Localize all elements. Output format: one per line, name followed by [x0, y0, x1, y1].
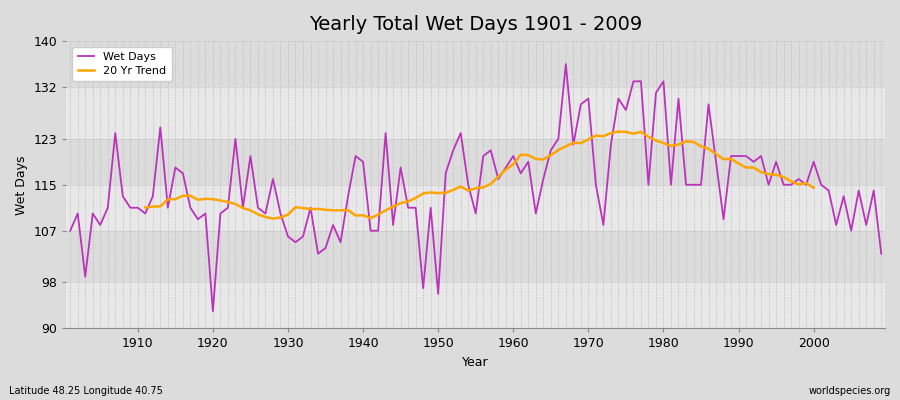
Bar [67, 41, 885, 87]
20 Yr Trend [335, 208, 346, 213]
Wet Days [613, 96, 624, 101]
Legend: Wet Days, 20 Yr Trend: Wet Days, 20 Yr Trend [72, 47, 172, 81]
Y-axis label: Wet Days: Wet Days [15, 155, 28, 214]
20 Yr Trend [500, 167, 511, 172]
Line: 20 Yr Trend: 20 Yr Trend [145, 132, 814, 219]
20 Yr Trend [598, 134, 608, 139]
Wet Days [298, 234, 309, 239]
Wet Days [208, 309, 219, 314]
Bar [67, 185, 885, 231]
Wet Days [876, 251, 886, 256]
Bar [67, 231, 885, 282]
Bar [67, 282, 885, 328]
X-axis label: Year: Year [463, 356, 489, 369]
Wet Days [516, 171, 526, 176]
Text: worldspecies.org: worldspecies.org [809, 386, 891, 396]
Text: Latitude 48.25 Longitude 40.75: Latitude 48.25 Longitude 40.75 [9, 386, 163, 396]
Wet Days [125, 205, 136, 210]
Wet Days [561, 62, 572, 66]
Bar [67, 139, 885, 185]
20 Yr Trend [290, 205, 301, 210]
20 Yr Trend [508, 162, 518, 167]
Title: Yearly Total Wet Days 1901 - 2009: Yearly Total Wet Days 1901 - 2009 [309, 15, 643, 34]
Wet Days [343, 194, 354, 199]
Wet Days [508, 154, 518, 158]
Line: Wet Days: Wet Days [70, 64, 881, 311]
Wet Days [65, 228, 76, 233]
Bar [67, 87, 885, 139]
